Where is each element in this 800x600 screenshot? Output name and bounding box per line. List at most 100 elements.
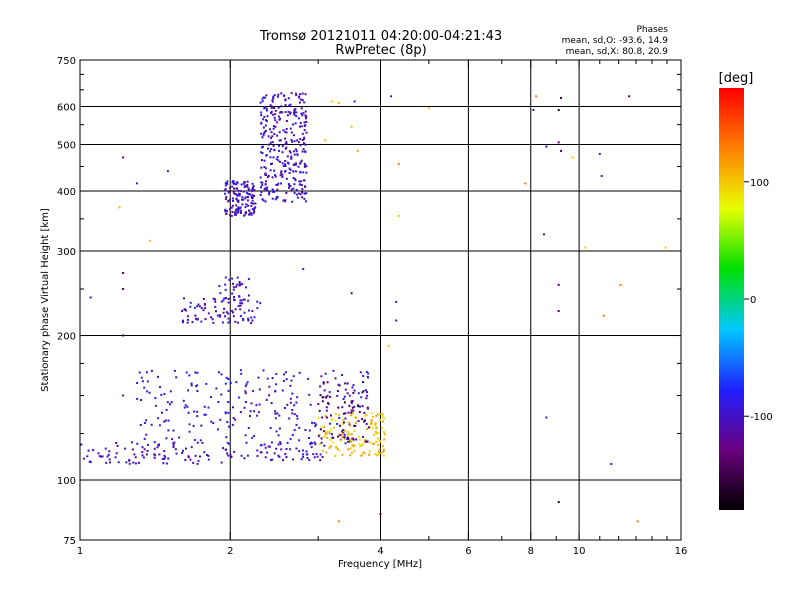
echo-point	[276, 188, 279, 191]
echo-point	[350, 441, 353, 444]
echo-point	[261, 100, 264, 103]
echo-point	[375, 440, 378, 443]
echo-point	[362, 381, 365, 384]
echo-point	[340, 439, 343, 442]
echo-point	[238, 207, 241, 210]
echo-point	[272, 144, 275, 147]
echo-point	[284, 453, 287, 455]
echo-point	[210, 420, 213, 423]
echo-point	[169, 403, 172, 406]
echo-point	[343, 401, 346, 404]
echo-point	[133, 453, 136, 456]
echo-point	[183, 297, 185, 300]
echo-point	[326, 394, 329, 397]
echo-point	[277, 159, 280, 162]
echo-point	[524, 182, 527, 185]
echo-point	[108, 450, 111, 453]
echo-point	[350, 292, 353, 295]
echo-point	[215, 310, 217, 313]
echo-point	[236, 211, 239, 214]
echo-point	[162, 462, 165, 465]
echo-point	[124, 447, 127, 450]
echo-point	[224, 448, 227, 451]
echo-point	[295, 170, 297, 173]
echo-point	[240, 299, 243, 302]
echo-point	[244, 434, 247, 437]
echo-point	[244, 185, 247, 187]
echo-point	[344, 417, 347, 420]
echo-point	[166, 170, 169, 173]
echo-point	[260, 122, 263, 125]
echo-point	[303, 162, 306, 165]
echo-point	[297, 141, 300, 144]
echo-point	[255, 404, 258, 407]
echo-point	[227, 425, 230, 428]
echo-point	[350, 411, 353, 414]
echo-point	[220, 393, 223, 396]
echo-point	[308, 459, 311, 461]
echo-point	[214, 298, 217, 301]
echo-point	[325, 432, 328, 435]
echo-point	[376, 437, 379, 440]
echo-point	[375, 426, 378, 429]
echo-point	[135, 182, 138, 185]
echo-point	[141, 451, 144, 453]
echo-point	[275, 447, 278, 450]
echo-point	[380, 452, 383, 455]
echo-point	[237, 189, 240, 192]
echo-point	[347, 421, 350, 424]
echo-point	[247, 278, 250, 281]
echo-point	[232, 416, 235, 419]
echo-point	[153, 447, 156, 450]
echo-point	[161, 411, 163, 414]
echo-point	[299, 183, 302, 186]
echo-point	[253, 208, 256, 211]
echo-point	[358, 411, 361, 413]
echo-point	[263, 131, 266, 134]
echo-point	[157, 417, 160, 420]
echo-point	[238, 192, 241, 195]
echo-point	[326, 381, 329, 384]
echo-point	[214, 305, 217, 308]
echo-point	[178, 436, 181, 439]
echo-point	[301, 191, 304, 194]
echo-point	[289, 397, 292, 400]
echo-point	[282, 165, 285, 167]
echo-point	[376, 413, 379, 416]
echo-point	[190, 446, 193, 449]
echo-point	[390, 95, 393, 98]
echo-point	[299, 138, 302, 141]
echo-point	[241, 196, 244, 199]
echo-point	[287, 97, 290, 100]
echo-point	[290, 188, 293, 191]
echo-point	[212, 297, 215, 300]
echo-point	[196, 462, 199, 465]
echo-point	[320, 441, 323, 444]
echo-point	[275, 430, 278, 433]
echo-point	[251, 319, 254, 322]
echo-point	[297, 165, 300, 168]
echo-point	[296, 414, 299, 417]
echo-point	[218, 371, 220, 374]
echo-point	[324, 139, 327, 142]
echo-point	[377, 444, 380, 446]
echo-point	[280, 111, 283, 113]
echo-point	[232, 286, 235, 289]
echo-point	[375, 453, 378, 456]
echo-point	[220, 300, 223, 303]
echo-point	[305, 171, 308, 174]
echo-point	[228, 443, 231, 446]
echo-point	[295, 150, 298, 153]
echo-point	[97, 452, 100, 455]
echo-point	[142, 456, 145, 459]
echo-point	[331, 433, 333, 436]
echo-point	[285, 141, 288, 143]
echo-point	[279, 441, 282, 444]
echo-point	[350, 400, 353, 403]
echo-point	[125, 461, 128, 464]
colorbar-ticks: 100 0 -100	[744, 178, 773, 423]
echo-point	[302, 268, 305, 271]
echo-point	[246, 196, 249, 198]
echo-point	[325, 396, 328, 399]
echo-point	[243, 214, 246, 217]
